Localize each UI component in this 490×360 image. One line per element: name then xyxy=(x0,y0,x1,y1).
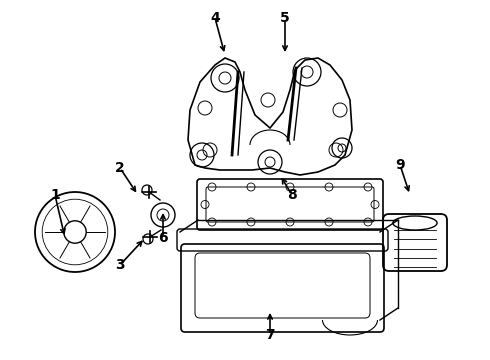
Text: 9: 9 xyxy=(395,158,405,172)
Text: 7: 7 xyxy=(265,328,275,342)
Text: 6: 6 xyxy=(158,231,168,245)
Text: 8: 8 xyxy=(287,188,297,202)
Text: 4: 4 xyxy=(210,11,220,25)
Text: 2: 2 xyxy=(115,161,125,175)
Text: 3: 3 xyxy=(115,258,125,272)
Text: 5: 5 xyxy=(280,11,290,25)
Text: 1: 1 xyxy=(50,188,60,202)
